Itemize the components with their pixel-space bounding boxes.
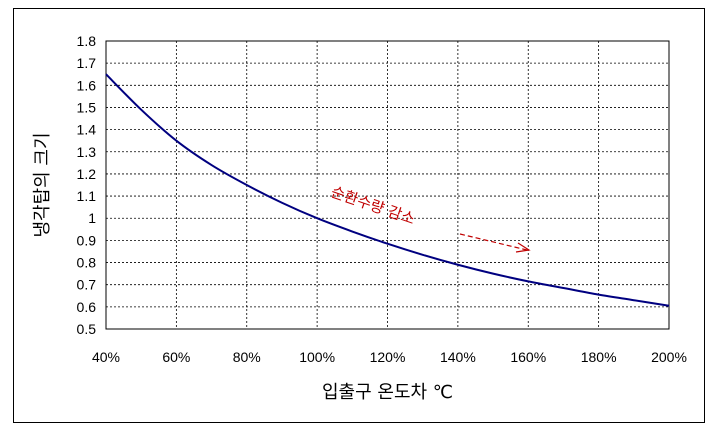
y-tick-label: 1.6: [77, 77, 97, 93]
y-tick-labels: 0.5 0.6 0.7 0.8 0.9 1 1.1 1.2 1.3 1.4 1.5 1.6 1.7 1.8: [77, 33, 97, 337]
y-tick-label: 0.9: [77, 232, 97, 248]
y-tick-label: 1.8: [77, 33, 97, 49]
x-tick-label: 80%: [233, 349, 261, 365]
x-tick-label: 60%: [162, 349, 190, 365]
y-axis-title: 냉각탑의 크기: [32, 132, 53, 237]
annotation-label: 순환수량 감소: [329, 183, 418, 229]
x-tick-label: 100%: [299, 349, 335, 365]
x-tick-label: 120%: [370, 349, 406, 365]
y-tick-label: 1: [88, 210, 96, 226]
annotation-arrow-head: [515, 242, 531, 253]
series-line: [105, 73, 670, 307]
plot-area: [105, 40, 670, 330]
y-tick-label: 1.3: [77, 144, 97, 160]
x-tick-label: 40%: [92, 349, 120, 365]
grid: [106, 41, 669, 329]
chart-frame: [13, 8, 705, 423]
y-tick-label: 1.1: [77, 188, 97, 204]
y-tick-label: 0.6: [77, 299, 97, 315]
y-tick-label: 0.5: [77, 321, 97, 337]
x-tick-labels: 40% 60% 80% 100% 120% 140% 160% 180% 200%: [92, 349, 687, 365]
x-tick-label: 200%: [651, 349, 687, 365]
y-tick-label: 1.4: [77, 122, 97, 138]
y-tick-label: 1.5: [77, 99, 97, 115]
y-tick-label: 1.7: [77, 55, 97, 71]
annotation-arrow-line: [459, 233, 528, 251]
x-axis-title: 입출구 온도차 ℃: [322, 382, 453, 403]
y-tick-label: 1.2: [77, 166, 97, 182]
x-tick-label: 140%: [440, 349, 476, 365]
x-tick-label: 160%: [510, 349, 546, 365]
y-tick-label: 0.7: [77, 277, 97, 293]
y-tick-label: 0.8: [77, 255, 97, 271]
x-tick-label: 180%: [581, 349, 617, 365]
